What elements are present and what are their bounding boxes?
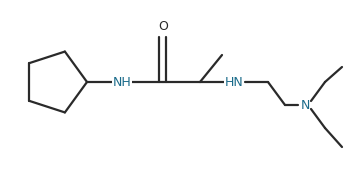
Text: O: O [158,19,168,33]
Text: N: N [300,98,310,112]
Text: NH: NH [113,75,132,88]
Text: HN: HN [224,75,243,88]
